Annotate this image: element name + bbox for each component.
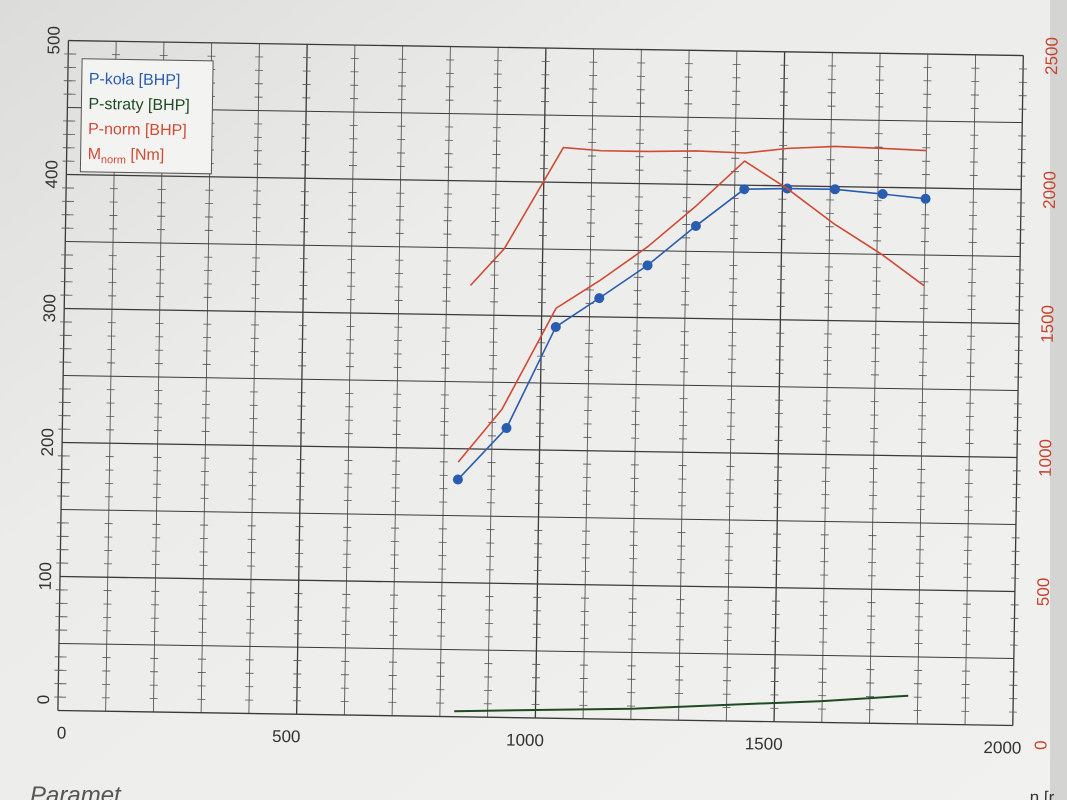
left-tick-label: 100: [36, 562, 55, 591]
x-tick-label: 1000: [506, 731, 544, 751]
data-point-p-ko-a-bhp: [642, 260, 653, 271]
grid-hline: [67, 107, 1023, 124]
left-tick-label: 300: [40, 294, 59, 323]
series-layer: [452, 145, 931, 713]
grid-hline: [68, 39, 1024, 57]
grid-hline: [63, 375, 1019, 392]
x-axis-label: n [r: [1030, 788, 1055, 800]
legend-entry-p-kola: P-koła [BHP]: [89, 71, 181, 89]
legend-frame: [79, 58, 214, 175]
x-tick-label: 2000: [983, 738, 1021, 758]
legend-entry-p-norm: P-norm [BHP]: [88, 121, 187, 140]
series-line-m-norm-nm: [469, 145, 927, 286]
grid-hline: [61, 508, 1016, 525]
right-tick-label: 1000: [1036, 439, 1056, 477]
grid-hline: [57, 709, 1013, 727]
right-tick-label: 2000: [1040, 171, 1060, 209]
x-tick-label: 0: [57, 723, 67, 742]
series-line-p-straty-bhp: [454, 694, 909, 713]
grid-hline: [58, 642, 1014, 659]
grid-hline: [60, 575, 1015, 593]
legend-m-symbol: M: [88, 146, 102, 163]
left-tick-label: 0: [34, 695, 53, 705]
grid-hline: [64, 307, 1020, 325]
x-tick-label: 1500: [745, 734, 783, 754]
right-tick-label: 0: [1031, 740, 1050, 750]
legend-entry-m-norm: Mnorm [Nm]: [87, 146, 164, 167]
data-point-p-ko-a-bhp: [829, 184, 840, 195]
left-tick-label: 200: [38, 428, 57, 457]
right-tick-label: 1500: [1038, 305, 1058, 343]
left-axis-ticks: 0 100 200 300 400 500: [34, 26, 64, 704]
x-tick-label: 500: [272, 727, 301, 746]
data-point-p-ko-a-bhp: [452, 474, 463, 485]
data-point-p-ko-a-bhp: [550, 321, 561, 332]
data-point-p-ko-a-bhp: [877, 189, 888, 200]
data-point-p-ko-a-bhp: [690, 220, 701, 231]
data-point-p-ko-a-bhp: [594, 293, 605, 304]
grid-hline: [65, 241, 1021, 258]
page-edge-shadow: [1050, 0, 1067, 800]
legend: P-koła [BHP] P-straty [BHP] P-norm [BHP]…: [79, 58, 214, 175]
right-tick-label: 2500: [1042, 37, 1062, 75]
grid-hline: [62, 441, 1018, 459]
legend-m-unit: [Nm]: [126, 146, 164, 164]
x-axis-ticks: 0 500 1000 1500 2000: [57, 723, 1022, 757]
left-tick-label: 500: [44, 26, 63, 55]
footer-text: Paramet: [30, 782, 122, 800]
right-axis-ticks: 0 500 1000 1500 2000 2500: [1031, 37, 1061, 750]
data-point-p-ko-a-bhp: [920, 193, 931, 204]
series-line-p-norm-bhp: [457, 160, 925, 463]
legend-m-subscript: norm: [101, 154, 126, 166]
data-point-p-ko-a-bhp: [501, 423, 512, 434]
data-point-p-ko-a-bhp: [739, 184, 750, 195]
right-tick-label: 500: [1034, 578, 1053, 607]
legend-entry-p-straty: P-straty [BHP]: [88, 96, 190, 115]
left-tick-label: 400: [42, 160, 61, 189]
